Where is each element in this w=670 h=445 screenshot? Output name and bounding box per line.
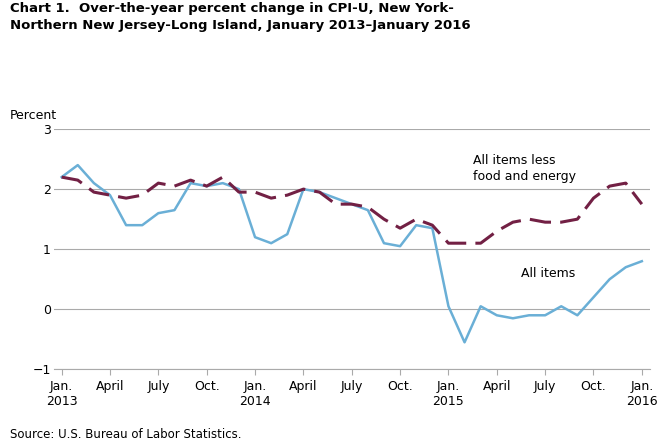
Text: Chart 1.  Over-the-year percent change in CPI-U, New York-
Northern New Jersey-L: Chart 1. Over-the-year percent change in…	[10, 2, 470, 32]
Text: Source: U.S. Bureau of Labor Statistics.: Source: U.S. Bureau of Labor Statistics.	[10, 428, 242, 441]
Text: All items: All items	[521, 267, 576, 280]
Text: Percent: Percent	[10, 109, 57, 122]
Text: All items less
food and energy: All items less food and energy	[472, 154, 576, 182]
